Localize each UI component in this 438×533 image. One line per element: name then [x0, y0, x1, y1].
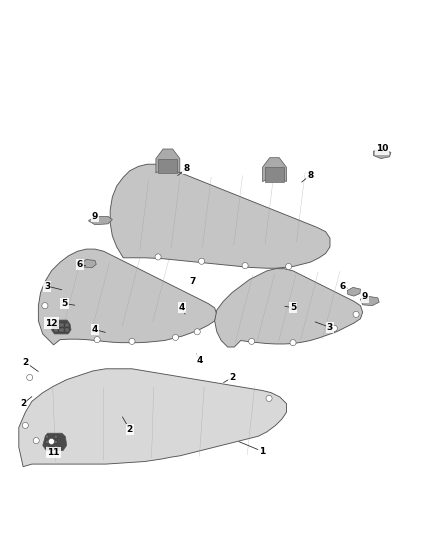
- Polygon shape: [215, 269, 363, 347]
- Polygon shape: [88, 216, 113, 225]
- Circle shape: [331, 325, 337, 332]
- Circle shape: [46, 435, 49, 439]
- Circle shape: [54, 440, 57, 443]
- Circle shape: [33, 438, 39, 443]
- Text: 3: 3: [44, 281, 50, 290]
- Text: 9: 9: [362, 293, 368, 302]
- Bar: [65, 322, 69, 327]
- Polygon shape: [262, 158, 286, 182]
- Circle shape: [155, 254, 161, 260]
- Text: 3: 3: [327, 323, 333, 332]
- Circle shape: [54, 435, 57, 439]
- Polygon shape: [156, 149, 180, 173]
- Circle shape: [46, 446, 49, 449]
- Text: 2: 2: [229, 373, 235, 382]
- Bar: [53, 328, 58, 332]
- Text: 5: 5: [61, 299, 67, 308]
- Circle shape: [22, 422, 28, 429]
- Circle shape: [286, 263, 292, 270]
- Polygon shape: [158, 158, 177, 173]
- Bar: [59, 322, 64, 327]
- Circle shape: [266, 395, 272, 401]
- Polygon shape: [19, 369, 286, 467]
- Text: 8: 8: [307, 171, 314, 180]
- Text: 4: 4: [196, 356, 203, 365]
- Text: 9: 9: [92, 212, 98, 221]
- Text: 2: 2: [22, 358, 28, 367]
- Text: 6: 6: [340, 281, 346, 290]
- Polygon shape: [39, 249, 217, 345]
- Text: 6: 6: [77, 260, 83, 269]
- Polygon shape: [265, 167, 284, 182]
- Circle shape: [242, 263, 248, 269]
- Circle shape: [42, 303, 48, 309]
- Text: 1: 1: [259, 447, 266, 456]
- Text: 2: 2: [127, 425, 133, 434]
- Polygon shape: [43, 433, 67, 450]
- Text: 12: 12: [45, 319, 58, 328]
- Bar: [53, 322, 58, 327]
- Bar: [65, 328, 69, 332]
- Text: 2: 2: [20, 399, 26, 408]
- Circle shape: [54, 446, 57, 449]
- Text: 5: 5: [290, 303, 296, 312]
- Circle shape: [94, 336, 100, 343]
- Circle shape: [198, 258, 205, 264]
- Circle shape: [290, 340, 296, 346]
- Polygon shape: [82, 260, 96, 268]
- Circle shape: [173, 334, 179, 341]
- Text: 4: 4: [92, 325, 98, 334]
- Polygon shape: [360, 296, 379, 305]
- Text: 11: 11: [47, 448, 60, 457]
- Polygon shape: [110, 164, 330, 268]
- Polygon shape: [374, 149, 391, 158]
- Text: 4: 4: [179, 303, 185, 312]
- Circle shape: [48, 439, 54, 445]
- Circle shape: [249, 338, 254, 344]
- Circle shape: [27, 375, 33, 381]
- Text: 10: 10: [376, 144, 389, 154]
- Circle shape: [194, 329, 200, 335]
- Text: 7: 7: [190, 277, 196, 286]
- Circle shape: [46, 440, 49, 443]
- Bar: [59, 328, 64, 332]
- Circle shape: [353, 311, 359, 318]
- Circle shape: [129, 338, 135, 344]
- Text: 8: 8: [183, 164, 190, 173]
- Polygon shape: [51, 320, 71, 334]
- Polygon shape: [347, 287, 360, 296]
